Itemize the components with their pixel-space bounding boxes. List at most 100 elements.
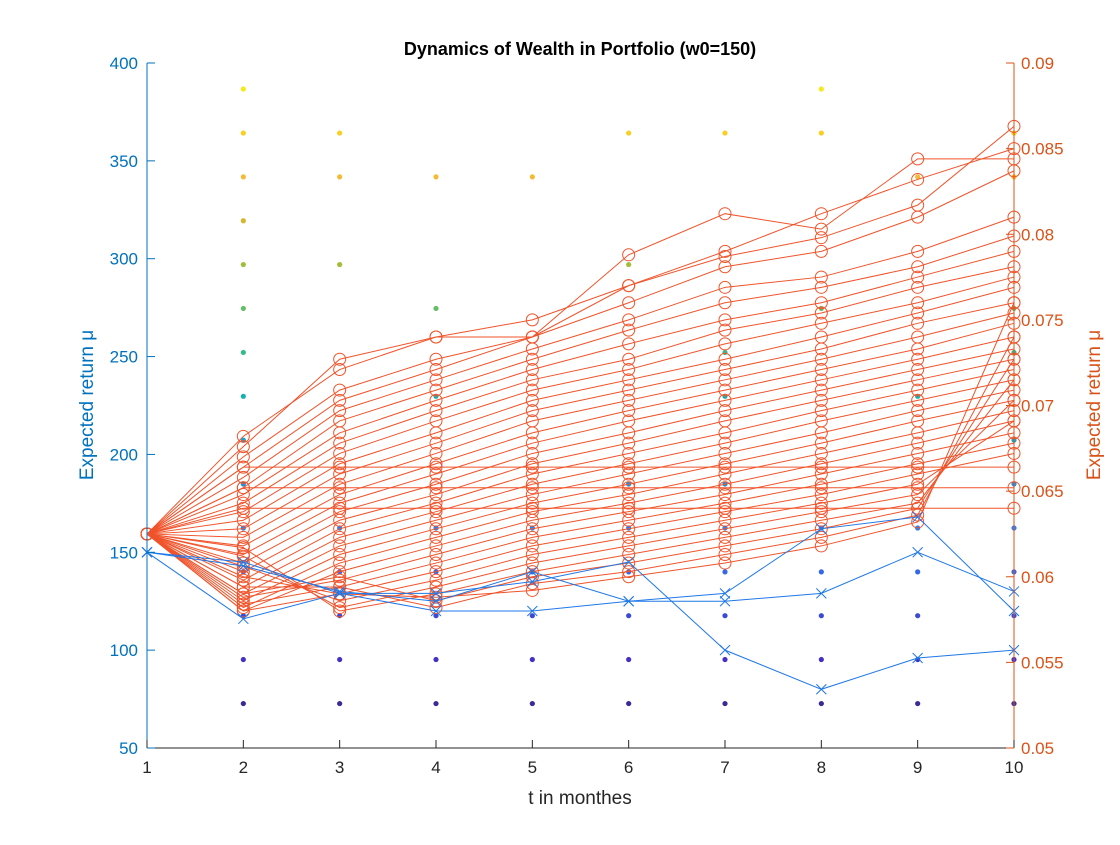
orange-series-marker: [911, 280, 925, 294]
orange-series-marker: [622, 352, 636, 366]
orange-series-marker: [525, 477, 539, 491]
orange-series-marker: [814, 296, 828, 310]
scatter-point: [240, 305, 246, 312]
orange-series-marker: [718, 404, 732, 418]
orange-series-marker: [911, 316, 925, 330]
orange-series-marker: [622, 279, 636, 293]
orange-series-marker: [911, 481, 925, 495]
orange-series-marker: [429, 404, 443, 418]
orange-series-marker: [525, 446, 539, 460]
orange-series-marker: [525, 501, 539, 515]
orange-series-marker: [718, 505, 732, 519]
orange-series-line: [146, 170, 1015, 535]
blue-series-marker: [815, 588, 827, 599]
y-right-tick-label: 0.075: [1021, 311, 1064, 330]
scatter-point: [722, 130, 728, 136]
scatter-point: [529, 174, 535, 180]
orange-series-line: [146, 389, 1015, 595]
orange-series-marker: [814, 530, 828, 544]
orange-series-marker: [236, 470, 250, 484]
orange-series-marker: [333, 539, 347, 553]
orange-series-marker: [718, 207, 732, 221]
orange-series-marker: [911, 467, 925, 481]
orange-series-marker: [622, 457, 636, 471]
orange-series-marker: [718, 383, 732, 397]
orange-series-marker: [333, 404, 347, 418]
orange-series-marker: [622, 383, 636, 397]
orange-series-line: [146, 216, 1015, 535]
scatter-point: [722, 569, 728, 575]
orange-series-marker: [718, 457, 732, 471]
orange-series-marker: [718, 539, 732, 553]
orange-series-marker: [814, 352, 828, 366]
orange-series-marker: [525, 547, 539, 561]
orange-series-marker: [429, 426, 443, 440]
orange-series-marker: [333, 481, 347, 495]
orange-series-marker: [622, 363, 636, 377]
scatter-point: [626, 130, 632, 136]
scatter-point: [240, 130, 246, 136]
orange-series-marker: [814, 306, 828, 320]
orange-series-marker: [525, 539, 539, 553]
orange-series-marker: [333, 393, 347, 407]
orange-series-line: [146, 158, 1014, 535]
orange-series-marker: [236, 481, 250, 495]
orange-series-marker: [236, 501, 250, 515]
orange-series-line: [146, 235, 1015, 535]
x-axis-label: t in monthes: [528, 788, 632, 809]
x-tick-label: 3: [335, 758, 344, 777]
orange-series-marker: [911, 244, 925, 258]
scatter-point: [915, 174, 921, 180]
orange-series-marker: [718, 530, 732, 544]
scatter-point: [240, 86, 246, 92]
scatter-point: [818, 86, 824, 92]
y-right-tick-label: 0.055: [1021, 653, 1064, 672]
scatter-point: [240, 174, 246, 180]
orange-series-marker: [718, 460, 732, 474]
orange-series-marker: [622, 446, 636, 460]
orange-series-marker: [814, 270, 828, 284]
orange-series-marker: [236, 450, 250, 464]
orange-series-marker: [429, 363, 443, 377]
orange-series-line: [146, 420, 1015, 602]
orange-series-marker: [525, 313, 539, 327]
orange-series-marker: [814, 207, 828, 221]
blue-series-marker: [719, 588, 731, 599]
orange-series-marker: [333, 604, 347, 618]
orange-series-marker: [911, 210, 925, 224]
orange-series-line: [146, 302, 1015, 612]
orange-series-marker: [236, 460, 250, 474]
orange-series-marker: [718, 556, 732, 570]
orange-series-marker: [814, 481, 828, 495]
orange-series-line: [146, 442, 1015, 588]
orange-series-marker: [718, 296, 732, 310]
orange-series-marker: [236, 530, 250, 544]
scatter-point: [722, 349, 728, 356]
orange-series-marker: [429, 477, 443, 491]
orange-series-marker: [814, 539, 828, 553]
scatter-point: [433, 656, 439, 663]
orange-series-line: [146, 322, 1015, 547]
orange-series-marker: [525, 570, 539, 584]
orange-series-marker: [429, 446, 443, 460]
orange-series-marker: [622, 547, 636, 561]
orange-series-marker: [622, 522, 636, 536]
scatter-point: [433, 174, 439, 180]
orange-series-marker: [525, 481, 539, 495]
orange-series-marker: [718, 337, 732, 351]
orange-series-marker: [236, 488, 250, 502]
orange-series-marker: [911, 296, 925, 310]
orange-series-marker: [525, 505, 539, 519]
orange-series-marker: [814, 373, 828, 387]
scatter-point: [626, 613, 632, 619]
scatter-point: [529, 613, 535, 619]
orange-series-marker: [429, 505, 443, 519]
orange-series-line: [146, 250, 1015, 535]
orange-series-marker: [814, 501, 828, 515]
orange-series-marker: [911, 436, 925, 450]
orange-series-marker: [333, 530, 347, 544]
orange-series-marker: [911, 373, 925, 387]
orange-series-marker: [622, 323, 636, 337]
orange-series-marker: [622, 467, 636, 481]
